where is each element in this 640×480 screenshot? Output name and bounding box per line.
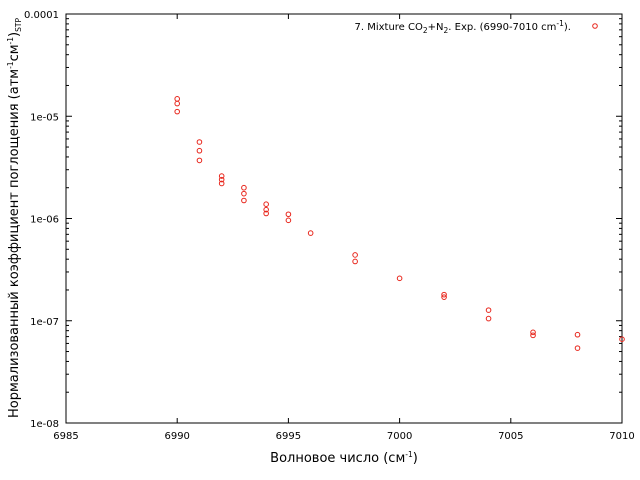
x-axis-label: Волновое число (см-1): [270, 450, 418, 466]
x-tick-label: 7000: [387, 431, 412, 442]
legend: 7. Mixture CO2+N2. Exp. (6990-7010 cm-1)…: [354, 19, 598, 35]
data-point: [263, 206, 269, 213]
data-point: [174, 96, 180, 102]
data-point: [285, 211, 292, 218]
data-point: [263, 201, 269, 207]
data-point: [530, 329, 536, 336]
data-point: [263, 210, 269, 217]
x-tick-label: 6985: [53, 431, 78, 442]
y-tick-label: 1e-06: [30, 215, 59, 226]
x-tick-label: 7010: [609, 431, 634, 442]
x-axis: 6985 6990 6995 7000 7005 7010: [53, 14, 635, 442]
data-point: [218, 173, 225, 179]
data-point: [530, 332, 536, 339]
data-point: [218, 180, 225, 187]
data-point: [441, 291, 447, 298]
data-point: [619, 336, 625, 343]
y-tick-label: 1e-07: [30, 317, 59, 328]
data-point: [196, 157, 203, 164]
y-tick-label: 1e-05: [30, 112, 59, 123]
data-point: [285, 217, 292, 224]
y-axis-label: Нормализованный коэффициент поглощения (…: [6, 18, 23, 418]
data-point: [241, 190, 247, 197]
y-axis: 1e-08 1e-07 1e-06 1e-05 0.0001: [24, 10, 622, 430]
data-point: [196, 139, 203, 145]
data-point: [241, 184, 247, 191]
data-point: [574, 345, 581, 351]
data-point: [441, 294, 447, 300]
data-point: [352, 258, 358, 265]
y-tick-label: 0.0001: [24, 10, 59, 21]
data-point: [218, 176, 225, 183]
data-point: [574, 331, 581, 338]
data-point: [174, 100, 180, 107]
scatter-points: [174, 96, 625, 351]
legend-marker-icon: [592, 23, 598, 29]
x-tick-label: 6990: [164, 431, 189, 442]
data-point: [241, 197, 247, 204]
y-tick-label: 1e-08: [30, 419, 59, 430]
x-tick-label: 7005: [498, 431, 523, 442]
plot-frame: [65, 13, 623, 424]
data-point: [307, 230, 314, 236]
data-point: [352, 252, 358, 258]
data-point: [485, 315, 492, 322]
legend-label: 7. Mixture CO2+N2. Exp. (6990-7010 cm-1)…: [354, 19, 571, 35]
data-point: [485, 307, 492, 313]
data-point: [196, 147, 203, 154]
data-point: [396, 275, 403, 282]
data-point: [174, 108, 180, 115]
x-tick-label: 6995: [276, 431, 301, 442]
